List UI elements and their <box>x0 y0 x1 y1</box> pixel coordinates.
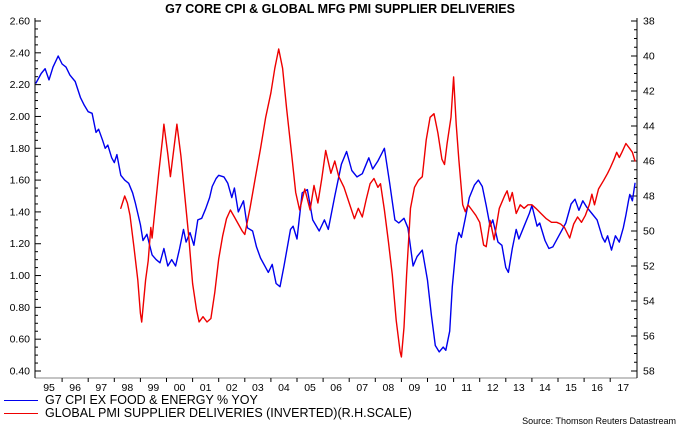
x-tick-label: 16 <box>591 382 603 394</box>
left-tick-label: 1.00 <box>10 270 31 282</box>
left-tick-label: 1.20 <box>10 238 31 250</box>
right-tick-label: 44 <box>643 121 655 133</box>
right-tick-label: 56 <box>643 331 655 343</box>
right-tick-label: 50 <box>643 226 655 238</box>
x-tick-label: 08 <box>383 382 395 394</box>
pmi-series-line <box>120 48 636 358</box>
x-tick-label: 03 <box>252 382 264 394</box>
pmi-line-swatch <box>4 412 38 414</box>
left-axis: 2.60 2.40 2.20 2.00 1.80 1.60 1.40 1.20 1.00 0.80… <box>10 16 41 378</box>
x-tick-label: 12 <box>487 382 499 394</box>
x-tick-label: 07 <box>356 382 368 394</box>
x-tick-label: 15 <box>565 382 577 394</box>
left-tick-label: 2.60 <box>10 16 31 28</box>
x-tick-label: 02 <box>226 382 238 394</box>
x-tick-label: 10 <box>435 382 447 394</box>
left-tick-label: 2.40 <box>10 47 31 59</box>
chart-title: G7 CORE CPI & GLOBAL MFG PMI SUPPLIER DE… <box>165 2 515 16</box>
x-tick-label: 01 <box>200 382 212 394</box>
cpi-series-line <box>35 55 636 353</box>
chart-legend: G7 CPI EX FOOD & ENERGY % YOY GLOBAL PMI… <box>4 393 412 420</box>
x-tick-label: 06 <box>330 382 342 394</box>
x-tick-label: 14 <box>539 382 551 394</box>
source-credit: Source: Thomson Reuters Datastream <box>522 416 676 426</box>
left-tick-label: 1.40 <box>10 206 31 218</box>
legend-item-pmi: GLOBAL PMI SUPPLIER DELIVERIES (INVERTED… <box>4 406 412 420</box>
x-tick-label: 11 <box>461 382 472 394</box>
right-tick-label: 40 <box>643 51 655 63</box>
cpi-line-swatch <box>4 399 38 401</box>
x-tick-label: 00 <box>174 382 186 394</box>
right-tick-label: 38 <box>643 16 655 28</box>
legend-item-cpi: G7 CPI EX FOOD & ENERGY % YOY <box>4 393 412 407</box>
x-tick-label: 09 <box>409 382 421 394</box>
x-tick-label: 17 <box>617 382 629 394</box>
left-tick-label: 2.20 <box>10 79 31 91</box>
right-tick-label: 46 <box>643 156 655 168</box>
x-tick-label: 05 <box>304 382 316 394</box>
right-tick-label: 58 <box>643 366 655 378</box>
left-tick-label: 1.60 <box>10 175 31 187</box>
right-tick-label: 48 <box>643 191 655 203</box>
right-tick-label: 54 <box>643 296 655 308</box>
right-tick-label: 42 <box>643 86 655 98</box>
left-tick-label: 0.80 <box>10 302 31 314</box>
legend-label-cpi: G7 CPI EX FOOD & ENERGY % YOY <box>45 393 258 407</box>
x-tick-label: 98 <box>122 382 134 394</box>
x-tick-label: 13 <box>513 382 525 394</box>
left-tick-label: 0.40 <box>10 366 31 378</box>
x-tick-label: 96 <box>69 382 81 394</box>
left-tick-label: 2.00 <box>10 111 31 123</box>
legend-label-pmi: GLOBAL PMI SUPPLIER DELIVERIES (INVERTED… <box>45 406 412 420</box>
x-tick-label: 04 <box>278 382 290 394</box>
left-tick-label: 0.60 <box>10 334 31 346</box>
x-axis: 95 96 97 98 99 00 01 02 03 04 05 06 07 08 09 10 11 12 13 14… <box>35 377 637 394</box>
x-tick-label: 95 <box>43 382 55 394</box>
x-tick-label: 97 <box>95 382 107 394</box>
right-axis: 38 40 42 44 46 48 50 52 54 56 58 <box>631 16 655 378</box>
left-tick-label: 1.80 <box>10 143 31 155</box>
right-tick-label: 52 <box>643 261 655 273</box>
x-tick-label: 99 <box>148 382 160 394</box>
